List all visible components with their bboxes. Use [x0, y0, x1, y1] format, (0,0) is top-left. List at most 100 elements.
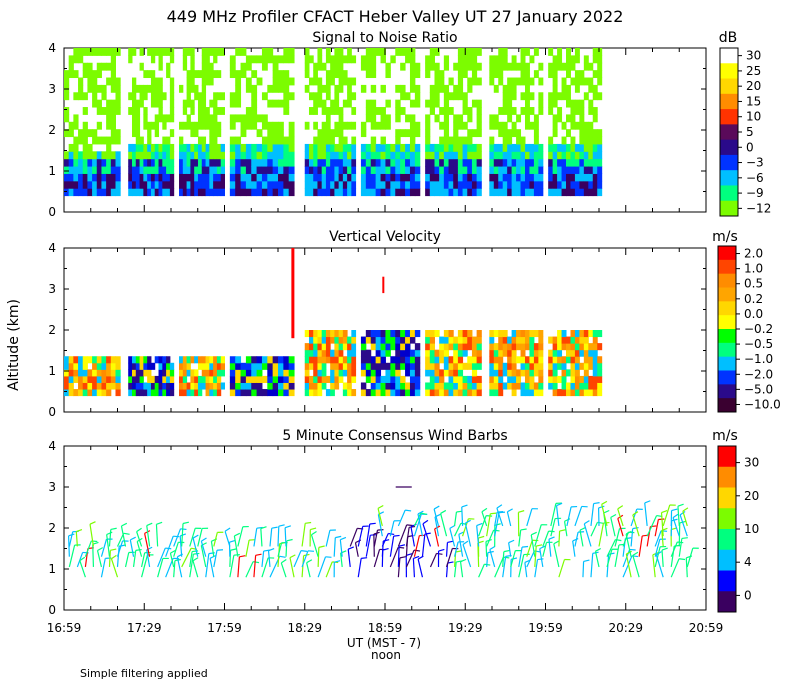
velocity-cell [414, 382, 421, 390]
snr-cell [375, 166, 382, 174]
wind-barb [136, 541, 143, 557]
wind-barb [417, 558, 424, 578]
colorbar-swatch [720, 154, 738, 171]
snr-cell [313, 166, 318, 174]
snr-cell [201, 180, 207, 189]
snr-cell [529, 77, 535, 86]
snr-cell [267, 158, 274, 167]
snr-cell [101, 188, 107, 197]
snr-cell [414, 173, 421, 182]
velocity-cell [570, 375, 576, 383]
snr-cell [338, 62, 344, 71]
velocity-cell [110, 375, 116, 383]
snr-cell [425, 136, 431, 145]
snr-cell [216, 158, 222, 167]
velocity-cell [278, 369, 284, 377]
snr-cell [414, 188, 421, 197]
snr-cell [471, 166, 478, 174]
snr-cell [78, 129, 84, 138]
wind-barb [229, 555, 235, 578]
snr-cell [169, 84, 175, 93]
wind-barb-flag [399, 556, 406, 559]
snr-cell [278, 55, 284, 64]
snr-cell [166, 158, 171, 167]
wind-barb [494, 511, 498, 527]
colorbar-label: 0.0 [744, 307, 763, 321]
velocity-cell [147, 382, 152, 390]
snr-cell [502, 180, 508, 189]
snr-cell [592, 173, 598, 182]
snr-cell [92, 92, 98, 101]
wind-barb [200, 540, 207, 557]
snr-cell [166, 143, 171, 152]
velocity-cell [169, 382, 175, 390]
snr-cell [351, 158, 357, 167]
snr-cell [321, 99, 327, 108]
velocity-cell [351, 349, 357, 357]
snr-cell [288, 143, 295, 152]
velocity-cell [150, 382, 156, 390]
wind-barb [132, 550, 137, 568]
velocity-cell [101, 375, 107, 383]
snr-cell [502, 92, 508, 101]
snr-cell [566, 55, 571, 64]
colorbar-swatch [720, 63, 738, 80]
velocity-cell [457, 356, 464, 364]
snr-cell [92, 180, 98, 189]
wind-barb-flag [260, 526, 267, 530]
velocity-cell [201, 382, 207, 390]
snr-cell [511, 92, 517, 101]
snr-cell [194, 70, 199, 79]
snr-cell [395, 84, 401, 93]
snr-cell [476, 180, 482, 189]
snr-cell [317, 143, 323, 152]
snr-cell [143, 121, 148, 130]
velocity-cell [78, 382, 84, 390]
snr-cell [511, 84, 517, 93]
wind-barb [622, 531, 629, 547]
velocity-cell [524, 362, 530, 370]
snr-cell [220, 166, 225, 174]
snr-cell [216, 166, 222, 174]
snr-cell [201, 62, 207, 71]
velocity-cell [317, 336, 323, 344]
snr-cell [308, 92, 314, 101]
wind-barb-flag [255, 553, 262, 556]
velocity-cell [493, 349, 499, 357]
snr-cell [507, 92, 513, 101]
velocity-cell [574, 375, 580, 383]
wind-barb [434, 528, 440, 547]
wind-barb [574, 506, 583, 527]
velocity-cell [135, 389, 141, 397]
velocity-cell [409, 336, 416, 344]
snr-cell [597, 129, 603, 138]
snr-cell [308, 55, 314, 64]
x-tick-label: 16:59 [47, 621, 82, 635]
velocity-cell [400, 336, 406, 344]
snr-cell [557, 114, 563, 123]
snr-cell [229, 173, 236, 182]
velocity-cell [351, 362, 357, 370]
colorbar-swatch [718, 487, 736, 509]
velocity-cell [516, 356, 522, 364]
velocity-cell [574, 382, 580, 390]
snr-cell [507, 173, 513, 182]
snr-cell [209, 129, 214, 138]
wind-barb-flag [632, 526, 639, 530]
velocity-cell [561, 389, 567, 397]
velocity-cell [507, 375, 513, 383]
velocity-cell [216, 382, 222, 390]
velocity-cell [229, 382, 236, 390]
snr-cell [467, 151, 473, 160]
velocity-cell [390, 382, 396, 390]
velocity-cell [283, 362, 290, 370]
velocity-cell [380, 382, 386, 390]
snr-cell [220, 188, 225, 197]
snr-cell [342, 143, 348, 152]
velocity-cell [213, 356, 218, 364]
velocity-cell [439, 343, 445, 351]
velocity-cell [338, 336, 344, 344]
velocity-cell [150, 389, 156, 397]
velocity-cell [194, 389, 199, 397]
snr-cell [380, 114, 386, 123]
